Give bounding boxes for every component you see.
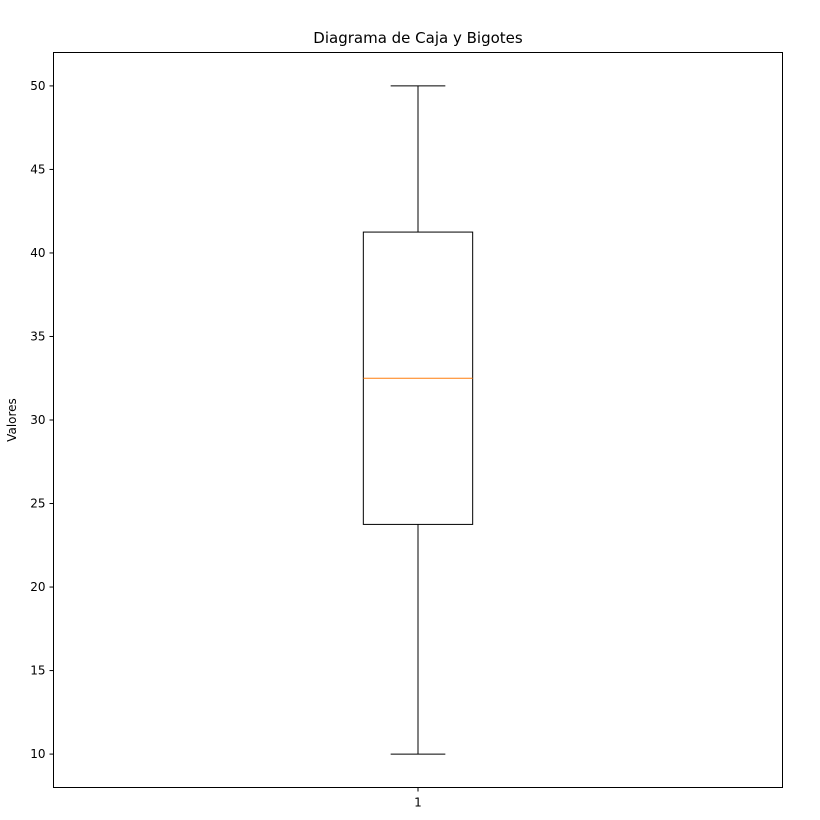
y-tick-label: 15 [30, 664, 45, 678]
x-axis-ticks: 1 [414, 787, 422, 810]
y-axis-label: Valores [5, 398, 19, 442]
y-axis-ticks: 10 15 20 25 30 35 40 45 50 [30, 79, 54, 761]
y-tick-label: 10 [30, 747, 45, 761]
y-tick-label: 50 [30, 79, 45, 93]
x-tick-label: 1 [414, 796, 422, 810]
box-group [362, 85, 474, 755]
y-tick-label: 30 [30, 413, 45, 427]
y-tick-label: 25 [30, 497, 45, 511]
y-tick-label: 40 [30, 246, 45, 260]
y-tick-label: 45 [30, 162, 45, 176]
chart-title: Diagrama de Caja y Bigotes [313, 29, 523, 47]
y-tick-label: 35 [30, 329, 45, 343]
y-tick-label: 20 [30, 580, 45, 594]
